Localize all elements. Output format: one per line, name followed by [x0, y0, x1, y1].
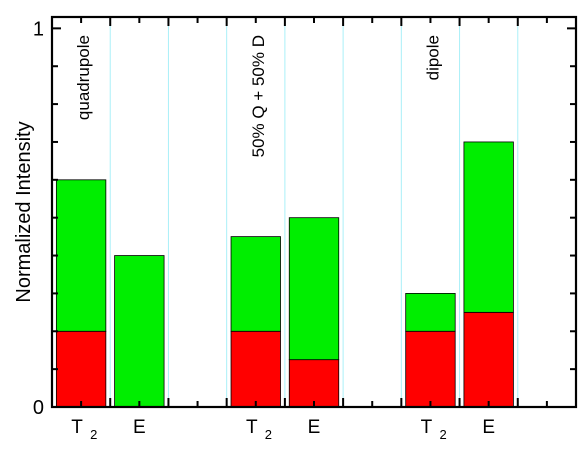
axis-ticks — [51, 17, 577, 408]
y-axis-label: Normalized Intensity — [13, 121, 35, 302]
x-tick-label: T — [246, 417, 258, 438]
x-tick-label: T — [71, 417, 83, 438]
bar-segment-red — [288, 359, 340, 408]
x-tick-label: E — [133, 417, 146, 438]
group-label: 50% Q + 50% D — [249, 35, 268, 157]
separator-lines — [109, 17, 519, 407]
bar-segment-red — [230, 330, 281, 408]
y-tick-label: 1 — [33, 18, 44, 40]
bar-segment-red — [405, 330, 456, 408]
x-tick-label: E — [308, 417, 321, 438]
bar-segment-green — [405, 293, 456, 332]
x-tick-label: T — [421, 417, 433, 438]
x-tick-label-subscript: 2 — [439, 427, 446, 442]
x-tick-label-subscript: 2 — [90, 427, 97, 442]
bar-segment-red — [55, 330, 107, 408]
bar-segment-red — [463, 311, 514, 408]
x-tick-label: E — [482, 417, 495, 438]
group-label: quadrupole — [74, 35, 93, 120]
bar-segment-green — [463, 141, 514, 313]
bar-segment-green — [114, 255, 165, 408]
group-label: dipole — [423, 35, 442, 80]
x-tick-label-subscript: 2 — [265, 427, 272, 442]
bar-segment-green — [230, 236, 281, 332]
bar-segment-green — [55, 179, 107, 332]
bars — [55, 141, 514, 408]
y-tick-label: 0 — [33, 397, 44, 419]
bar-segment-green — [288, 217, 340, 361]
